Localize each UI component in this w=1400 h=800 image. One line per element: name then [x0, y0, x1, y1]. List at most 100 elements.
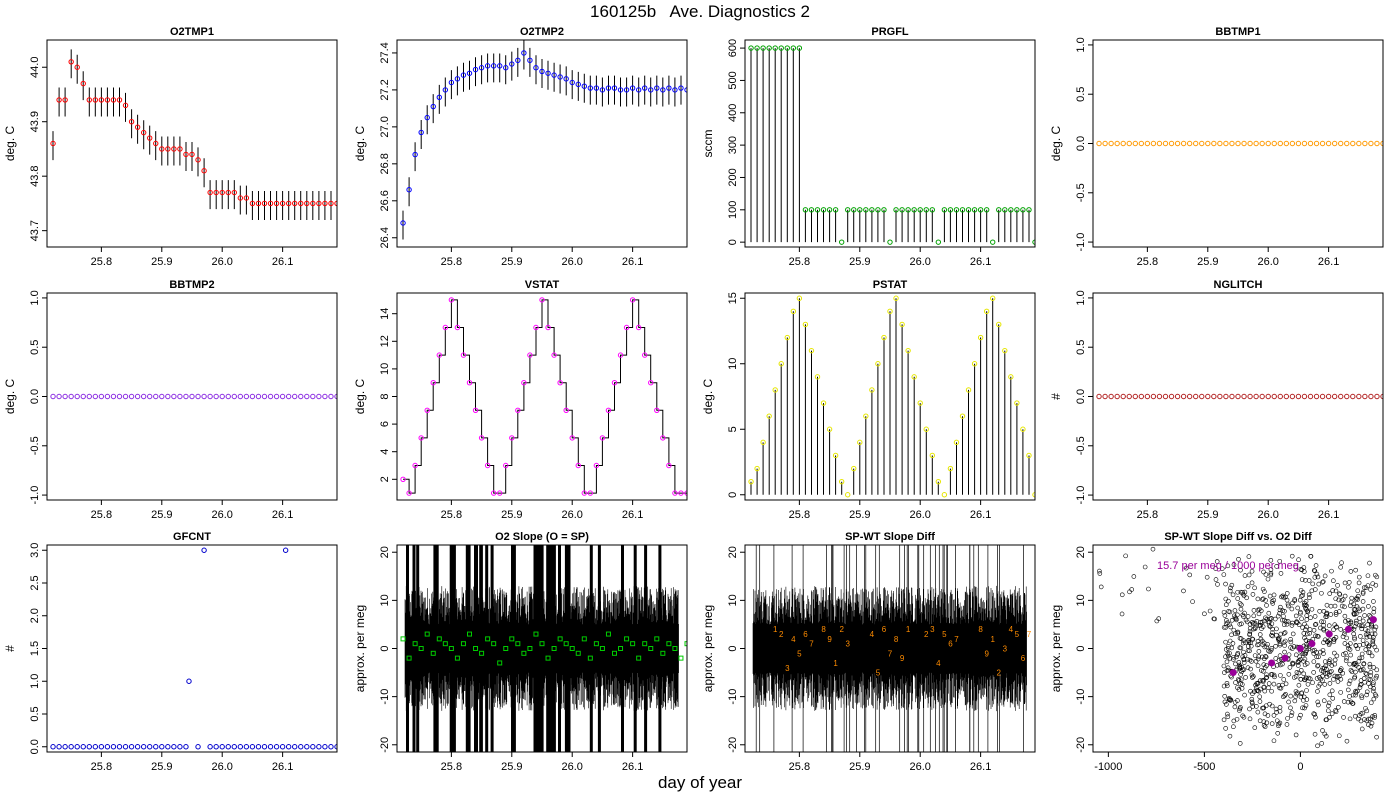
cloud-point — [1261, 684, 1267, 690]
cloud-point — [1359, 655, 1365, 660]
data-point — [207, 189, 213, 196]
data-point — [977, 334, 984, 341]
data-point — [442, 87, 449, 93]
panel-ylabel: sccm — [701, 130, 715, 158]
cloud-point — [1247, 629, 1253, 634]
cloud-point — [1190, 599, 1195, 604]
data-point — [826, 426, 833, 432]
cloud-point — [1264, 674, 1270, 680]
cloud-point — [1303, 703, 1309, 708]
x-tick-label: 25.8 — [441, 509, 462, 521]
cloud-point — [1304, 675, 1309, 681]
data-point — [177, 393, 183, 400]
data-point — [845, 207, 851, 213]
data-point — [171, 744, 177, 750]
data-point — [412, 641, 418, 647]
data-point — [454, 324, 461, 331]
cloud-point — [1322, 637, 1328, 643]
y-tick-label: 43.8 — [29, 165, 41, 186]
cloud-point — [1370, 639, 1376, 645]
cloud-point — [1311, 659, 1317, 664]
data-point — [316, 200, 322, 207]
data-point — [56, 744, 62, 750]
data-point — [593, 85, 600, 91]
cloud-point — [1348, 652, 1353, 658]
data-point — [899, 207, 905, 213]
y-tick-label: 500 — [727, 71, 739, 89]
cloud-point — [1341, 699, 1347, 704]
y-tick-label: 300 — [727, 136, 739, 154]
data-point — [140, 744, 147, 750]
cloud-point — [1271, 713, 1277, 718]
cloud-point — [1356, 574, 1362, 580]
data-point — [140, 393, 147, 400]
cloud-point — [1277, 705, 1283, 710]
cloud-point — [1332, 637, 1337, 642]
bar-lines — [750, 298, 1030, 495]
data-point — [929, 207, 935, 213]
cloud-point — [1344, 655, 1350, 661]
data-point — [74, 393, 80, 400]
data-point — [624, 636, 630, 642]
data-point — [569, 646, 575, 651]
cloud-point — [1258, 620, 1263, 625]
cloud-point — [1223, 602, 1229, 607]
cloud-point — [1366, 676, 1372, 682]
data-point — [165, 744, 171, 750]
x-tick-label: 26.1 — [1318, 509, 1339, 521]
data-point — [267, 744, 274, 750]
y-tick-label: -20 — [379, 737, 391, 753]
data-point — [642, 352, 648, 358]
data-point — [533, 631, 539, 637]
cloud-point — [1371, 686, 1376, 691]
cloud-point — [1307, 627, 1313, 632]
data-point — [503, 646, 509, 651]
data-point — [527, 352, 533, 358]
cloud-point — [1292, 698, 1298, 704]
cloud-point — [1284, 597, 1290, 603]
data-point — [1368, 140, 1374, 147]
cloud-point — [1224, 702, 1229, 707]
data-point — [1253, 393, 1259, 400]
data-point — [1156, 140, 1163, 147]
data-point — [929, 452, 935, 459]
cloud-point — [1359, 667, 1364, 673]
data-point — [201, 393, 207, 400]
cloud-point — [1251, 613, 1257, 619]
data-point — [183, 393, 189, 400]
cloud-point — [1290, 631, 1296, 637]
cloud-point — [1374, 647, 1379, 653]
cloud-point — [1337, 592, 1343, 597]
data-point — [772, 387, 778, 393]
y-tick-label: 1.0 — [1075, 290, 1087, 305]
cloud-point — [1278, 631, 1284, 637]
data-point — [165, 393, 171, 400]
cloud-point — [1364, 692, 1369, 698]
cloud-point — [1317, 608, 1322, 614]
cloud-point — [1097, 571, 1103, 576]
cloud-point — [1312, 568, 1318, 574]
y-tick-label: 2.0 — [29, 608, 41, 623]
x-tick-label: 26.1 — [272, 509, 293, 521]
cloud-point — [1240, 654, 1246, 659]
data-point — [1350, 140, 1356, 147]
cloud-point — [1288, 639, 1294, 645]
cloud-point — [1296, 715, 1302, 721]
cloud-point — [1225, 665, 1231, 671]
cloud-point — [1248, 643, 1254, 649]
data-point — [1319, 140, 1326, 147]
cloud-point — [1258, 608, 1264, 614]
data-point — [629, 85, 636, 91]
y-tick-label: 100 — [727, 201, 739, 219]
cloud-point — [1236, 676, 1241, 682]
cloud-point — [1240, 591, 1246, 597]
data-point — [605, 631, 611, 637]
cloud-point — [1372, 627, 1378, 633]
cloud-point — [1250, 637, 1256, 642]
y-tick-label: 27.0 — [379, 116, 391, 137]
cloud-point — [1340, 597, 1346, 602]
data-point — [225, 189, 231, 196]
x-tick-label: 26.1 — [970, 761, 991, 773]
x-tick-label: 25.8 — [441, 761, 462, 773]
cloud-point — [1284, 621, 1290, 627]
